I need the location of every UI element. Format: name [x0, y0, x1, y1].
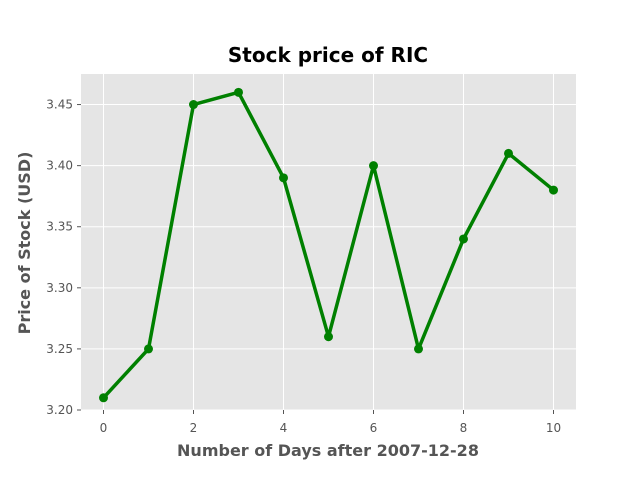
data-point — [99, 393, 108, 403]
y-tick-label: 3.30 — [46, 281, 73, 295]
data-point — [234, 87, 243, 97]
y-axis: 3.20 3.25 3.30 3.35 3.40 3.45 — [46, 98, 81, 417]
x-tick-label: 6 — [370, 421, 378, 435]
y-tick-label: 3.45 — [46, 98, 73, 112]
data-point — [144, 344, 153, 354]
data-point — [369, 161, 378, 171]
x-axis: 0 2 4 6 8 10 — [100, 410, 561, 435]
y-tick-label: 3.35 — [46, 220, 73, 234]
x-tick-label: 8 — [460, 421, 468, 435]
plot-background — [81, 74, 576, 410]
x-tick-label: 2 — [190, 421, 198, 435]
data-points — [99, 87, 558, 403]
x-tick-label: 10 — [546, 421, 561, 435]
y-axis-label: Price of Stock (USD) — [15, 152, 34, 335]
data-point — [189, 100, 198, 110]
data-point — [504, 148, 513, 158]
y-tick-label: 3.25 — [46, 342, 73, 356]
x-axis-label: Number of Days after 2007-12-28 — [177, 441, 479, 460]
data-point — [279, 173, 288, 183]
x-tick-label: 4 — [280, 421, 288, 435]
y-tick-label: 3.20 — [46, 403, 73, 417]
data-point — [414, 344, 423, 354]
y-tick-label: 3.40 — [46, 159, 73, 173]
chart-title: Stock price of RIC — [228, 43, 428, 67]
data-point — [459, 234, 468, 244]
data-point — [324, 332, 333, 342]
x-tick-label: 0 — [100, 421, 108, 435]
data-point — [549, 185, 558, 195]
